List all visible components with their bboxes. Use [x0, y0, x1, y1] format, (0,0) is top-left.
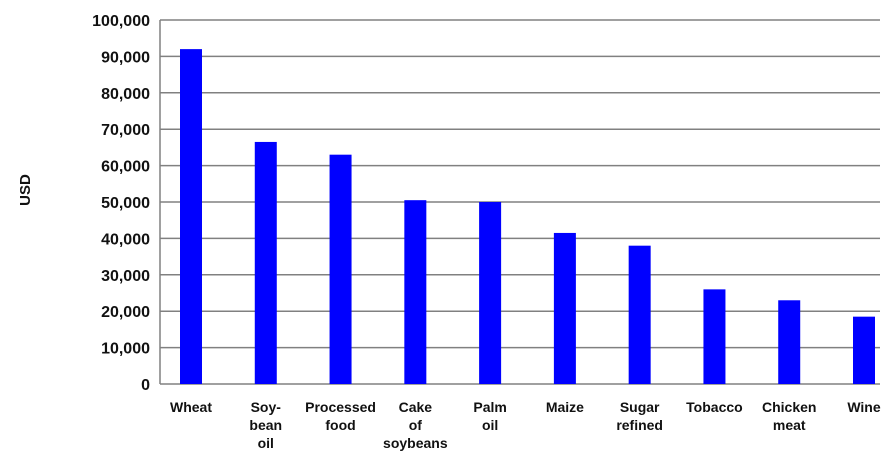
y-tick-label: 40,000	[101, 231, 150, 248]
bars	[180, 49, 875, 385]
category-label: Chicken meat	[762, 399, 816, 433]
category-label: Maize	[546, 399, 584, 415]
bar	[553, 232, 576, 384]
category-label: Sugar refined	[616, 399, 663, 433]
bar	[853, 316, 875, 384]
y-tick-label: 80,000	[101, 86, 150, 103]
y-tick-label: 70,000	[101, 122, 150, 139]
bar	[479, 202, 502, 384]
bar	[254, 141, 277, 384]
category-label: Wheat	[170, 399, 212, 415]
y-axis-label: USD	[17, 174, 34, 206]
bar	[329, 154, 352, 384]
y-tick-label: 60,000	[101, 159, 150, 176]
category-label: Tobacco	[686, 399, 743, 415]
y-tick-label: 20,000	[101, 304, 150, 321]
gridlines	[159, 19, 880, 385]
bar	[778, 300, 801, 384]
bar	[180, 49, 202, 385]
category-label: Palm oil	[473, 399, 506, 433]
bar	[703, 289, 726, 384]
y-tick-label: 0	[141, 377, 150, 394]
y-tick-label: 10,000	[101, 341, 150, 358]
y-tick-label: 50,000	[101, 195, 150, 212]
category-label: Cake of soybeans	[383, 399, 448, 451]
y-tick-label: 30,000	[101, 268, 150, 285]
bar	[628, 245, 651, 384]
y-axis-tick-labels: 0 10,000 20,000 30,000 40,000 50,000 60,000 70,…	[92, 13, 150, 394]
y-tick-label: 90,000	[101, 49, 150, 66]
category-label: Wine	[847, 399, 881, 415]
bar	[404, 200, 427, 384]
category-label: Processed food	[305, 399, 376, 433]
y-tick-label: 100,000	[92, 13, 150, 30]
category-label: Soy-bean oil	[249, 399, 282, 451]
